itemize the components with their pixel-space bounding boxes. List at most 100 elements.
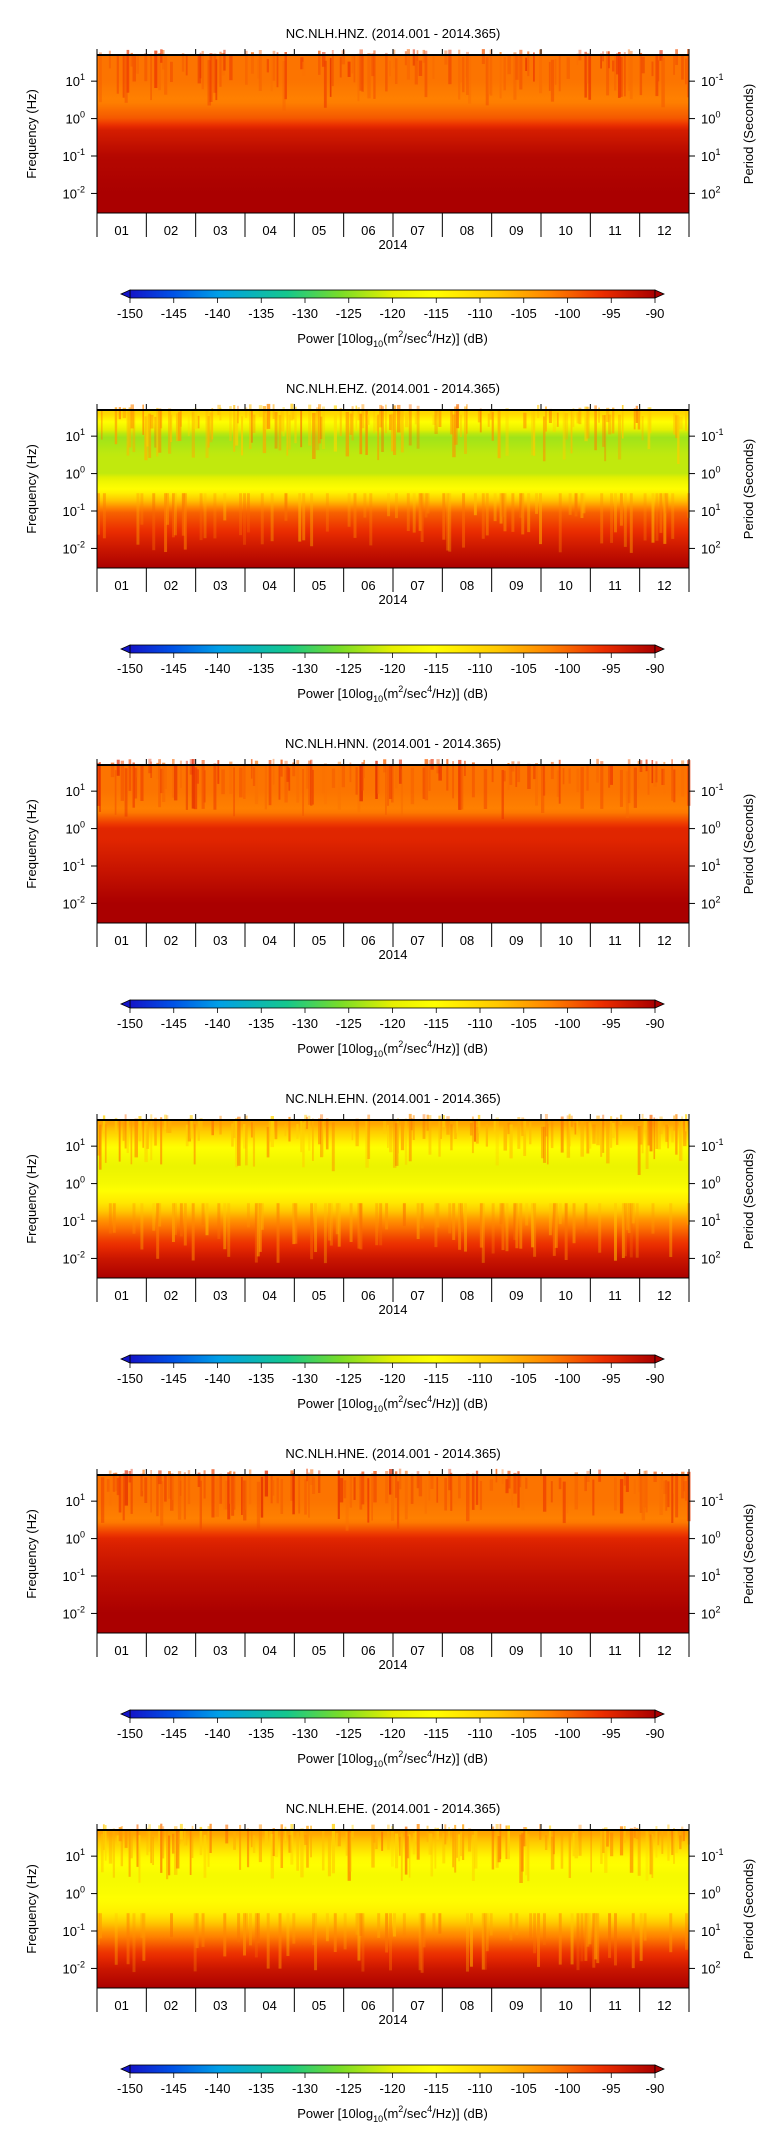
x-tick-label: 02	[164, 933, 178, 948]
x-tick-label: 02	[164, 223, 178, 238]
colorbar-tick-label: -115	[424, 1371, 449, 1386]
y-tick-label-left: 101	[66, 782, 85, 799]
colorbar-low-arrow	[120, 644, 131, 654]
y-tick-label-left: 10-2	[63, 1604, 85, 1621]
colorbar: -150 -145 -140 -135 -130 -125 -120 -115 -110 -105…	[117, 1354, 665, 1414]
colorbar-low-arrow	[120, 1354, 131, 1364]
colorbar-tick-label: -125	[336, 661, 362, 676]
colorbar-bar	[129, 2064, 656, 2074]
y-tick-label-left: 100	[66, 1530, 85, 1547]
colorbar-tick-label: -105	[511, 661, 537, 676]
spectrogram-image	[97, 1120, 689, 1278]
colorbar-tick-label: -105	[511, 1726, 537, 1741]
colorbar-tick-label: -115	[424, 1016, 449, 1031]
colorbar-tick-label: -150	[117, 2081, 143, 2096]
colorbar-tick-label: -100	[554, 2081, 580, 2096]
y-tick-label-left: 10-1	[63, 147, 85, 164]
y-tick-label-right: 102	[701, 894, 720, 911]
colorbar-tick-label: -115	[424, 306, 449, 321]
colorbar-tick-label: -100	[554, 1726, 580, 1741]
x-tick-label: 05	[312, 1288, 326, 1303]
colorbar-tick-label: -140	[204, 1371, 230, 1386]
y-tick-label-right: 101	[701, 147, 720, 164]
colorbar-tick-label: -125	[336, 1726, 362, 1741]
colorbar-low-arrow	[120, 999, 131, 1009]
y-axis-label-left: Frequency (Hz)	[24, 89, 39, 179]
x-tick-label: 05	[312, 578, 326, 593]
colorbar-tick-label: -90	[646, 1371, 665, 1386]
x-tick-label: 08	[460, 933, 474, 948]
colorbar-tick-label: -130	[292, 1371, 318, 1386]
colorbar-tick-label: -115	[424, 2081, 449, 2096]
y-tick-label-left: 10-2	[63, 539, 85, 556]
y-tick-label-right: 100	[701, 1530, 720, 1547]
y-tick-label-left: 101	[66, 72, 85, 89]
panel-title: NC.NLH.EHN. (2014.001 - 2014.365)	[285, 1091, 500, 1106]
x-tick-label: 08	[460, 578, 474, 593]
chart-panel-5: NC.NLH.HNE. (2014.001 - 2014.365) 01 02 03 0…	[24, 1446, 756, 1769]
colorbar-tick-label: -125	[336, 1371, 362, 1386]
chart-panel-1: NC.NLH.HNZ. (2014.001 - 2014.365) 01 02 03 0…	[24, 26, 756, 349]
colorbar-tick-label: -150	[117, 661, 143, 676]
x-tick-label: 10	[558, 1288, 572, 1303]
y-tick-label-left: 100	[66, 820, 85, 837]
spectrogram-streaks	[97, 403, 690, 553]
y-tick-label-right: 101	[701, 1212, 720, 1229]
colorbar-tick-label: -95	[602, 661, 621, 676]
y-tick-label-right: 102	[701, 1959, 720, 1976]
x-tick-label: 08	[460, 1643, 474, 1658]
colorbar-tick-label: -100	[554, 661, 580, 676]
x-tick-label: 03	[213, 578, 227, 593]
x-tick-label: 04	[262, 933, 276, 948]
x-axis-year: 2014	[379, 947, 408, 962]
y-axis-label-right: Period (Seconds)	[741, 1149, 756, 1249]
colorbar-tick-label: -120	[379, 1371, 405, 1386]
colorbar-tick-label: -90	[646, 1016, 665, 1031]
colorbar-tick-label: -135	[248, 661, 274, 676]
y-tick-label-left: 10-2	[63, 184, 85, 201]
y-tick-label-right: 10-1	[701, 1847, 723, 1864]
colorbar-tick-label: -120	[379, 306, 405, 321]
x-tick-label: 11	[608, 1998, 622, 2013]
x-tick-label: 03	[213, 1643, 227, 1658]
colorbar-tick-label: -130	[292, 1016, 318, 1031]
x-tick-label: 11	[608, 223, 622, 238]
x-tick-label: 10	[558, 933, 572, 948]
colorbar-tick-label: -140	[204, 1016, 230, 1031]
x-tick-label: 10	[558, 1643, 572, 1658]
y-axis-label-left: Frequency (Hz)	[24, 444, 39, 534]
x-tick-label: 06	[361, 933, 375, 948]
x-axis-year: 2014	[379, 592, 408, 607]
colorbar-tick-label: -130	[292, 1726, 318, 1741]
spectrogram-image	[97, 55, 689, 213]
colorbar-tick-label: -90	[646, 306, 665, 321]
colorbar-tick-label: -135	[248, 1726, 274, 1741]
colorbar-tick-label: -145	[161, 2081, 187, 2096]
y-axis-label-left: Frequency (Hz)	[24, 1509, 39, 1599]
y-axis-label-right: Period (Seconds)	[741, 1504, 756, 1604]
colorbar-high-arrow	[654, 644, 665, 654]
colorbar-tick-label: -120	[379, 661, 405, 676]
colorbar-low-arrow	[120, 289, 131, 299]
x-axis-year: 2014	[379, 237, 408, 252]
colorbar-tick-label: -135	[248, 2081, 274, 2096]
y-tick-label-right: 10-1	[701, 1137, 723, 1154]
spectrogram-streaks	[98, 49, 689, 111]
panel-title: NC.NLH.HNN. (2014.001 - 2014.365)	[285, 736, 501, 751]
y-tick-label-left: 10-1	[63, 502, 85, 519]
colorbar-label: Power [10log10(m2/sec4/Hz)] (dB)	[297, 1749, 488, 1769]
spectrogram-image	[97, 1830, 689, 1988]
x-tick-label: 08	[460, 1998, 474, 2013]
y-tick-label-right: 102	[701, 539, 720, 556]
colorbar: -150 -145 -140 -135 -130 -125 -120 -115 -110 -105…	[117, 999, 665, 1059]
colorbar-tick-label: -100	[554, 1371, 580, 1386]
y-tick-label-left: 10-2	[63, 894, 85, 911]
panel-title: NC.NLH.EHE. (2014.001 - 2014.365)	[286, 1801, 501, 1816]
colorbar-tick-label: -140	[204, 661, 230, 676]
colorbar: -150 -145 -140 -135 -130 -125 -120 -115 -110 -105…	[117, 2064, 665, 2124]
y-tick-label-right: 100	[701, 465, 720, 482]
y-tick-label-right: 101	[701, 1567, 720, 1584]
x-tick-label: 10	[558, 578, 572, 593]
y-tick-label-left: 100	[66, 110, 85, 127]
panel-title: NC.NLH.EHZ. (2014.001 - 2014.365)	[286, 381, 500, 396]
